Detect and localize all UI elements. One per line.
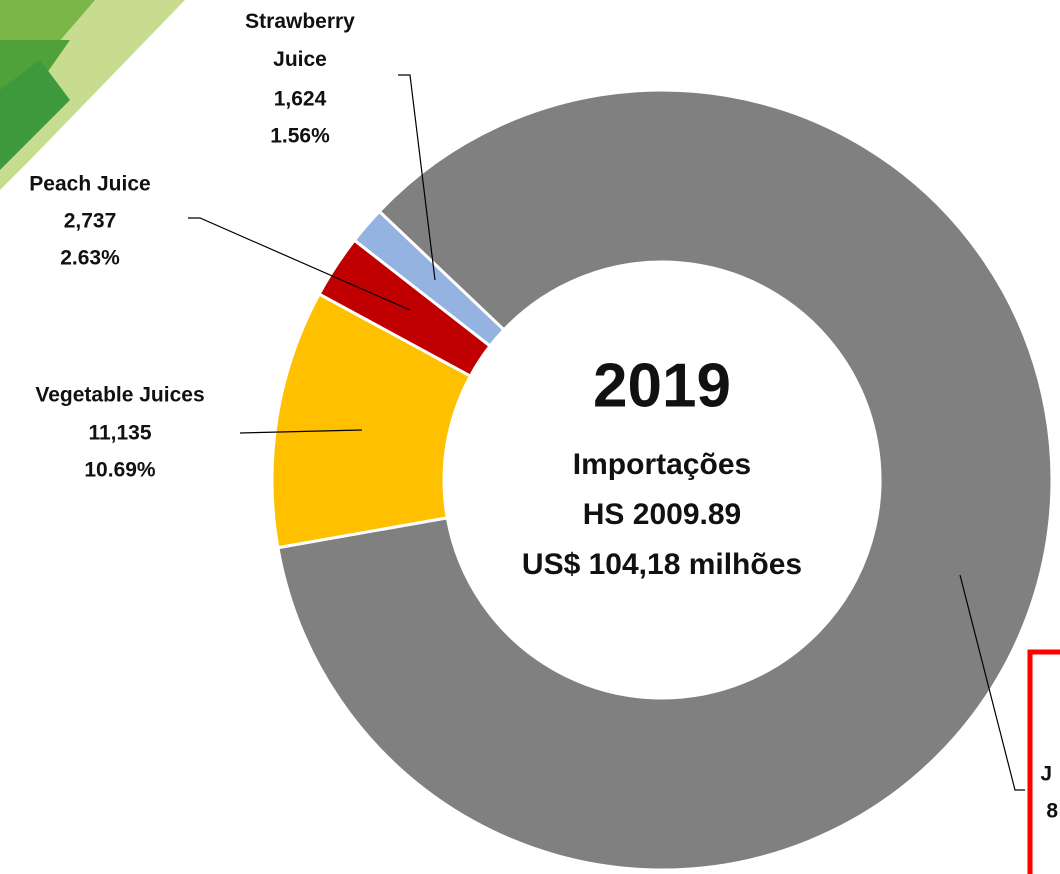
category-label: Vegetable Juices [35,384,204,407]
center-text: HS 2009.89 [583,498,741,531]
value-label: 2,737 [64,210,117,233]
percent-label: 1.56% [270,125,330,148]
slice [276,88,1054,872]
percent-label: 10.69% [84,459,156,482]
leader-line [398,74,436,281]
category-label: Strawberry Juice [245,10,355,71]
decoration [0,60,70,170]
category-label-part: Strawberry [245,10,355,33]
category-label: Peach Juice [29,173,150,196]
value-label: 11,135 [88,422,151,445]
category-label-part: Juice [273,48,327,71]
donut [270,88,1054,872]
percent-label: 2.63% [60,247,120,270]
category-label: J [1040,763,1052,786]
value-label: 1,624 [274,88,327,111]
highlight-box [1027,649,1060,874]
center-text: US$ 104,18 milhões [522,548,802,581]
center-text: Importações [573,448,751,481]
center-title: 2019 [593,351,731,420]
annotation: 8 [1046,800,1058,823]
leader-line [239,429,363,434]
leader-line [959,574,1025,791]
leader-line [188,217,411,311]
